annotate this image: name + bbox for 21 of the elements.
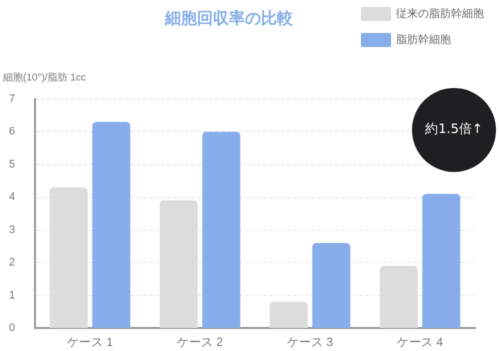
y-tick-label: 2 bbox=[9, 256, 16, 269]
y-axis-title: 細胞(10°)/脂肪 1cc bbox=[2, 72, 86, 84]
legend-label: 脂肪幹細胞 bbox=[396, 33, 451, 46]
y-tick-label: 1 bbox=[9, 289, 16, 302]
bar bbox=[270, 302, 308, 328]
y-tick-label: 6 bbox=[9, 126, 16, 138]
bar bbox=[422, 194, 460, 328]
x-tick-label: ケース 3 bbox=[286, 335, 334, 349]
bar bbox=[202, 132, 240, 328]
y-tick-label: 4 bbox=[9, 191, 16, 204]
y-tick-label: 0 bbox=[9, 322, 16, 334]
x-tick-label: ケース 1 bbox=[66, 335, 114, 349]
bar bbox=[92, 122, 130, 328]
x-tick-label: ケース 2 bbox=[176, 335, 224, 349]
bar bbox=[312, 242, 350, 328]
y-tick-label: 7 bbox=[9, 93, 16, 105]
chart-title: 細胞回収率の比較 bbox=[164, 8, 294, 28]
legend-label: 従来の脂肪幹細胞 bbox=[396, 7, 484, 20]
y-tick-label: 3 bbox=[9, 224, 16, 236]
y-tick-label: 5 bbox=[9, 158, 16, 170]
x-tick-label: ケース 4 bbox=[396, 335, 444, 349]
